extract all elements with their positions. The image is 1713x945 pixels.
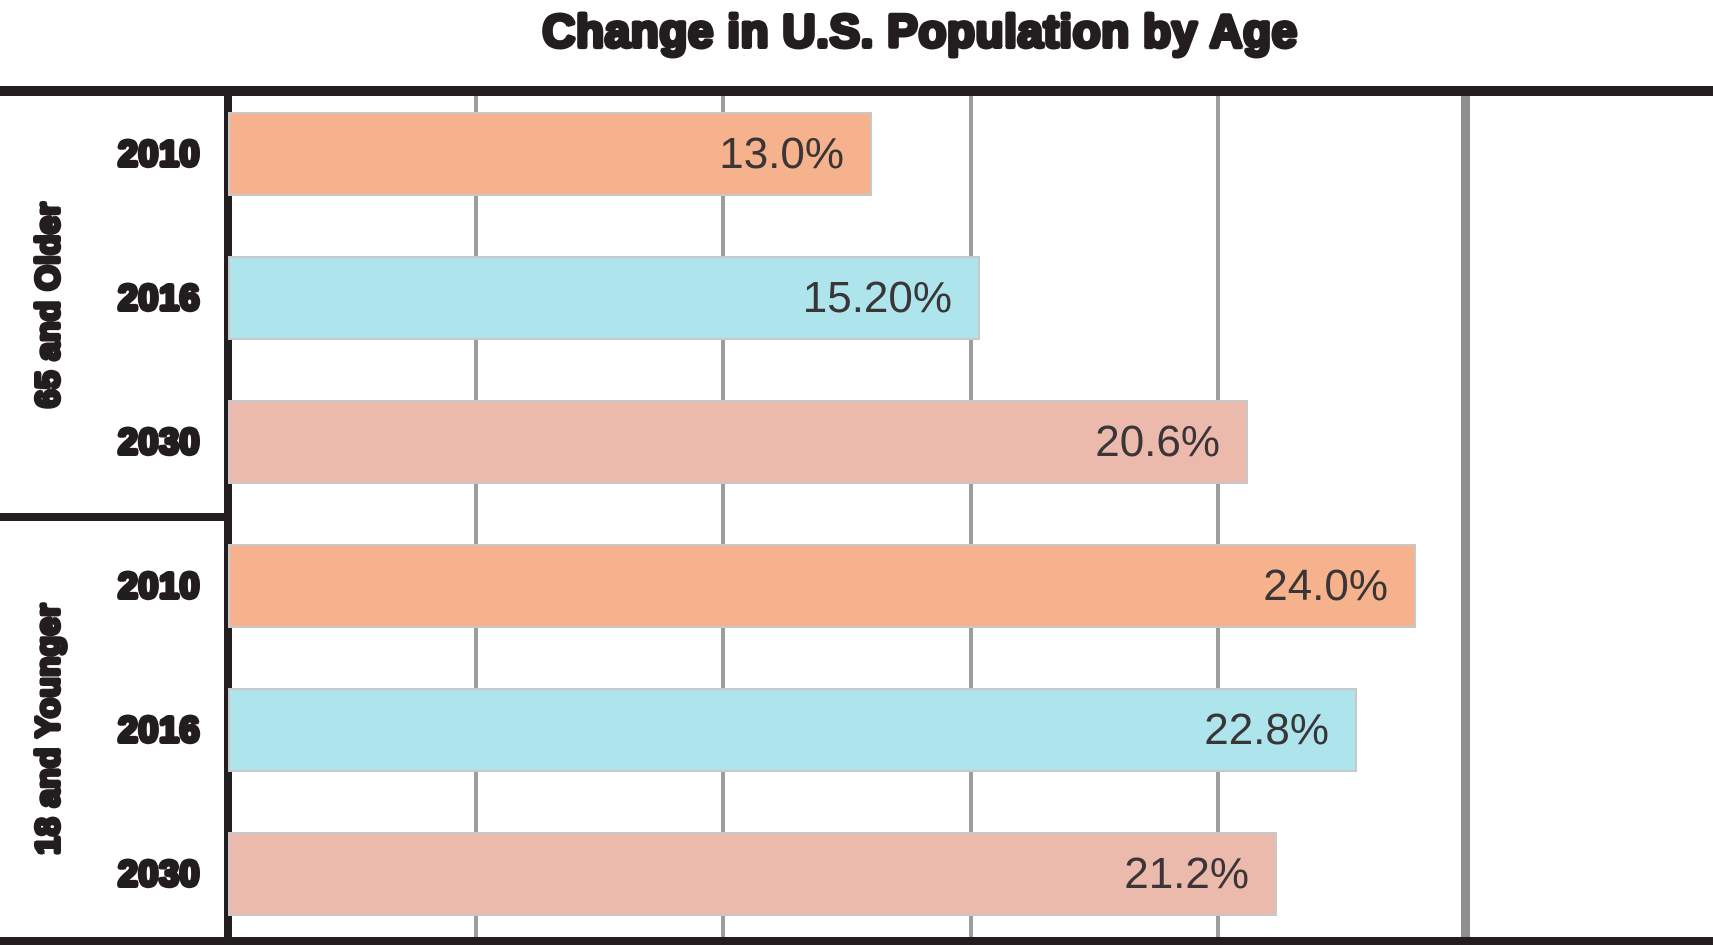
- group-label-18-and-younger: 18 and Younger: [29, 603, 66, 855]
- gridline-5pct: [474, 96, 478, 937]
- bar-65-and-older-2016: 15.20%: [228, 256, 980, 340]
- chart-title: Change in U.S. Population by Age: [542, 5, 1298, 57]
- year-tick-label: 2010: [117, 133, 200, 174]
- bar-65-and-older-2030: 20.6%: [228, 400, 1248, 484]
- year-tick-label: 2030: [117, 421, 200, 462]
- bar-value-label: 21.2%: [1124, 849, 1249, 898]
- bar-value-label: 13.0%: [719, 129, 844, 178]
- bar-18-and-younger-2010: 24.0%: [228, 544, 1416, 628]
- gridline-20pct: [1216, 96, 1220, 937]
- bar-value-label: 24.0%: [1263, 561, 1388, 610]
- gridline-10pct: [721, 96, 725, 937]
- bar-18-and-younger-2016: 22.8%: [228, 688, 1357, 772]
- frame-top-border: [0, 86, 1713, 96]
- bar-value-label: 15.20%: [802, 273, 952, 322]
- year-tick-label: 2016: [117, 277, 200, 318]
- group-label-65-and-older: 65 and Older: [29, 201, 66, 408]
- bar-18-and-younger-2030: 21.2%: [228, 832, 1277, 916]
- year-tick-label: 2016: [117, 709, 200, 750]
- group-divider-line: [0, 513, 232, 521]
- bar-value-label: 22.8%: [1204, 705, 1329, 754]
- frame-bottom-border: [0, 937, 1713, 945]
- bar-value-label: 20.6%: [1095, 417, 1220, 466]
- year-tick-label: 2030: [117, 853, 200, 894]
- bar-65-and-older-2010: 13.0%: [228, 112, 872, 196]
- year-tick-label: 2010: [117, 565, 200, 606]
- gridline-15pct: [969, 96, 973, 937]
- gridline-25pct: [1461, 96, 1470, 937]
